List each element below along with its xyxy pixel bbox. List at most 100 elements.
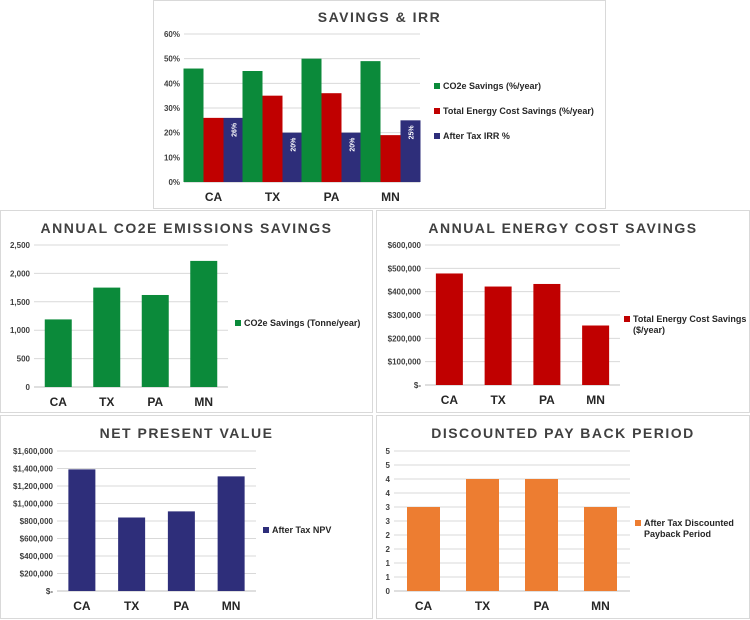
bar <box>301 58 322 182</box>
x-category-label: TX <box>265 190 280 204</box>
x-category-label: MN <box>381 190 400 204</box>
chart-legend: Total Energy Cost Savings ($/year) <box>624 314 748 350</box>
panel-energy-cost-savings: ANNUAL ENERGY COST SAVINGS $- $100,000 $20… <box>376 210 750 413</box>
legend-item: After Tax Discounted Payback Period <box>635 518 747 540</box>
y-tick-label: 3 <box>386 503 391 512</box>
bar <box>435 273 463 385</box>
legend-label: CO2e Savings (%/year) <box>443 81 542 91</box>
y-tick-label: $400,000 <box>388 288 422 297</box>
y-tick-label: $400,000 <box>20 552 54 561</box>
x-category-label: TX <box>490 393 505 407</box>
y-tick-label: 1 <box>386 559 391 568</box>
chart-legend: After Tax Discounted Payback Period <box>635 518 747 554</box>
legend-swatch <box>434 133 440 139</box>
bar <box>341 132 362 182</box>
chart-title: DISCOUNTED PAY BACK PERIOD <box>431 425 695 441</box>
y-tick-label: $100,000 <box>388 358 422 367</box>
x-category-label: CA <box>73 599 91 613</box>
data-label: 20% <box>291 137 298 152</box>
y-tick-label: 20% <box>164 129 180 138</box>
legend-swatch <box>235 320 241 326</box>
x-category-label: MN <box>586 393 605 407</box>
legend-label: After Tax NPV <box>272 525 332 535</box>
panel-savings-irr: SAVINGS & IRR 0% 10% 20% 30% 40% 50% 60% CA 26% T… <box>153 0 606 209</box>
x-category-label: CA <box>441 393 459 407</box>
y-tick-label: $500,000 <box>388 264 422 273</box>
y-tick-label: 2 <box>386 545 391 554</box>
y-tick-label: 5 <box>386 447 391 456</box>
legend-item: CO2e Savings (%/year) <box>434 81 604 92</box>
bar <box>190 260 218 387</box>
y-tick-label: $- <box>46 587 53 596</box>
y-tick-label: 30% <box>164 104 180 113</box>
data-label: 20% <box>350 137 357 152</box>
legend-item: Total Energy Cost Savings ($/year) <box>624 314 748 336</box>
bar <box>584 507 617 591</box>
y-tick-label: 2,500 <box>10 241 31 250</box>
chart-plot-co2e-savings: 0 500 1,000 1,500 2,000 2,500 CA TX PA MN <box>10 241 228 409</box>
y-tick-label: 4 <box>386 489 391 498</box>
bar <box>321 93 342 182</box>
bar <box>525 479 558 591</box>
y-tick-label: 5 <box>386 461 391 470</box>
x-category-label: MN <box>194 395 213 409</box>
bar <box>360 61 381 183</box>
bar <box>466 479 499 591</box>
x-category-label: PA <box>539 393 555 407</box>
bar <box>203 117 224 182</box>
y-tick-label: 0 <box>386 587 391 596</box>
x-category-label: MN <box>222 599 241 613</box>
y-tick-label: $1,400,000 <box>13 465 54 474</box>
x-category-label: PA <box>534 599 550 613</box>
legend-swatch <box>635 520 641 526</box>
chart-plot-savings-irr: 0% 10% 20% 30% 40% 50% 60% CA 26% TX 20% PA 20% MN 25% <box>164 30 421 204</box>
bar <box>407 507 440 591</box>
x-category-label: PA <box>147 395 163 409</box>
y-tick-label: $1,600,000 <box>13 447 54 456</box>
y-tick-label: $300,000 <box>388 311 422 320</box>
y-tick-label: 1 <box>386 573 391 582</box>
y-tick-label: 500 <box>17 355 31 364</box>
bar <box>242 71 263 182</box>
panel-discounted-payback: DISCOUNTED PAY BACK PERIOD 0 1 1 2 2 3 3 4 4 5 5 CA… <box>376 415 750 619</box>
legend-label: CO2e Savings (Tonne/year) <box>244 318 361 328</box>
bar <box>68 469 96 591</box>
x-category-label: CA <box>205 190 223 204</box>
y-tick-label: $1,000,000 <box>13 500 54 509</box>
bar <box>118 517 146 591</box>
y-tick-label: 1,500 <box>10 298 31 307</box>
legend-label: After Tax IRR % <box>443 131 510 141</box>
y-tick-label: $600,000 <box>20 535 54 544</box>
x-category-label: CA <box>50 395 68 409</box>
x-category-label: PA <box>173 599 189 613</box>
bar <box>262 95 283 182</box>
x-category-label: TX <box>475 599 490 613</box>
y-tick-label: 60% <box>164 30 180 39</box>
y-tick-label: 50% <box>164 55 180 64</box>
legend-label: Total Energy Cost Savings ($/year) <box>633 314 747 335</box>
bar <box>380 135 401 182</box>
y-tick-label: $- <box>414 381 421 390</box>
bar <box>93 287 121 387</box>
bar <box>44 319 72 387</box>
chart-legend: CO2e Savings (%/year) Total Energy Cost … <box>434 81 604 156</box>
chart-legend: CO2e Savings (Tonne/year) <box>235 318 370 343</box>
bar <box>533 283 561 385</box>
panel-co2e-savings: ANNUAL CO2E EMISSIONS SAVINGS 0 500 1,000 1… <box>0 210 373 413</box>
legend-item: After Tax NPV <box>263 525 371 536</box>
y-tick-label: 0 <box>26 383 31 392</box>
bar <box>223 117 244 182</box>
bar <box>484 286 512 385</box>
x-category-label: MN <box>591 599 610 613</box>
panel-net-present-value: NET PRESENT VALUE $- $200,000 $400,000 $600… <box>0 415 373 619</box>
data-label: 25% <box>409 125 416 140</box>
y-tick-label: $1,200,000 <box>13 482 54 491</box>
legend-swatch <box>624 316 630 322</box>
legend-label: After Tax Discounted Payback Period <box>644 518 734 539</box>
chart-title: ANNUAL CO2E EMISSIONS SAVINGS <box>40 220 333 236</box>
chart-title: SAVINGS & IRR <box>317 9 442 25</box>
bar <box>183 68 204 182</box>
y-tick-label: 4 <box>386 475 391 484</box>
x-category-label: TX <box>99 395 114 409</box>
y-tick-label: 2,000 <box>10 269 31 278</box>
